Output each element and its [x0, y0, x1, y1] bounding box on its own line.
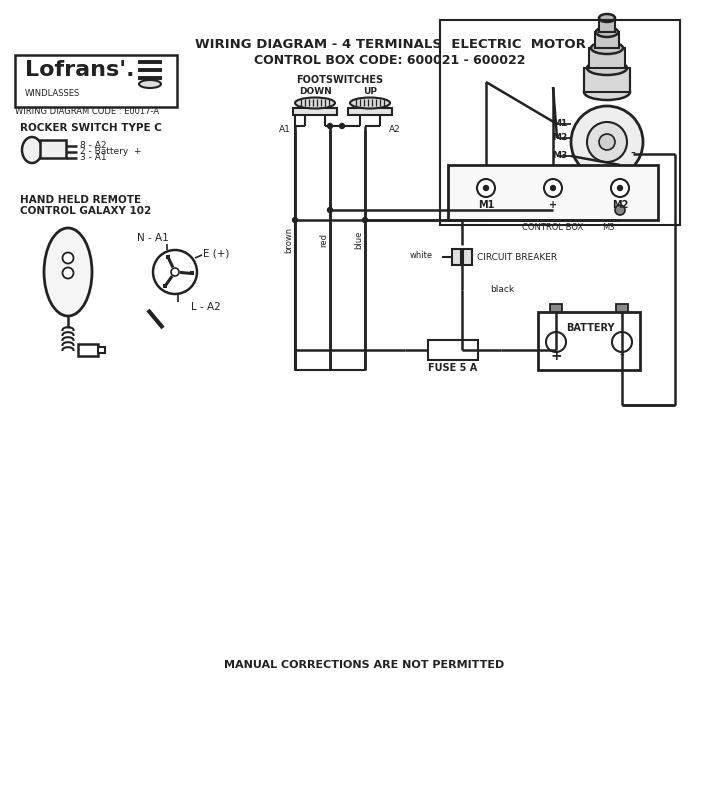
Bar	[293, 108, 337, 115]
Bar	[550, 304, 562, 312]
Circle shape	[617, 186, 622, 190]
Circle shape	[339, 123, 344, 129]
Bar	[463, 249, 472, 265]
Text: M3: M3	[601, 223, 614, 233]
Text: 2 - Battery  +: 2 - Battery +	[80, 147, 141, 157]
Circle shape	[363, 218, 368, 222]
Bar	[78, 344, 98, 356]
Bar	[15, 55, 177, 107]
Circle shape	[293, 218, 298, 222]
Bar	[599, 18, 615, 32]
Ellipse shape	[584, 84, 630, 100]
Text: E (+): E (+)	[203, 249, 229, 259]
Text: -: -	[620, 349, 625, 363]
Circle shape	[153, 250, 197, 294]
Text: brown: brown	[285, 227, 293, 253]
Text: WIRING DIAGRAM - 4 TERMINALS  ELECTRIC  MOTOR: WIRING DIAGRAM - 4 TERMINALS ELECTRIC MO…	[194, 38, 585, 51]
Ellipse shape	[295, 98, 335, 109]
Text: A1: A1	[279, 126, 291, 134]
Text: WINDLASSES: WINDLASSES	[25, 89, 80, 98]
Circle shape	[63, 253, 74, 263]
Circle shape	[550, 186, 555, 190]
Text: ROCKER SWITCH TYPE C: ROCKER SWITCH TYPE C	[20, 123, 162, 133]
Circle shape	[611, 179, 629, 197]
Text: HAND HELD REMOTE: HAND HELD REMOTE	[20, 195, 141, 205]
Text: UP: UP	[363, 87, 377, 97]
Text: 3 - A1: 3 - A1	[80, 154, 106, 162]
Text: M2: M2	[612, 200, 628, 210]
Text: WIRING DIAGRAM CODE : E0017-A: WIRING DIAGRAM CODE : E0017-A	[15, 107, 159, 117]
Circle shape	[171, 268, 179, 276]
Circle shape	[612, 332, 632, 352]
Bar	[584, 68, 630, 92]
Text: CONTROL BOX CODE: 600021 - 600022: CONTROL BOX CODE: 600021 - 600022	[254, 54, 526, 66]
Ellipse shape	[591, 42, 623, 54]
Bar	[616, 304, 628, 312]
Bar	[595, 32, 619, 48]
Bar	[190, 271, 194, 275]
Text: DOWN: DOWN	[298, 87, 331, 97]
Bar	[589, 48, 625, 68]
Circle shape	[483, 186, 488, 190]
Ellipse shape	[350, 98, 390, 109]
Circle shape	[477, 179, 495, 197]
Ellipse shape	[596, 27, 618, 37]
Circle shape	[571, 106, 643, 178]
Bar	[428, 340, 478, 360]
Text: +: +	[550, 349, 562, 363]
Bar	[452, 249, 461, 265]
Ellipse shape	[139, 80, 161, 88]
Circle shape	[615, 205, 625, 215]
Text: N - A1: N - A1	[137, 233, 169, 243]
Text: blue: blue	[355, 231, 363, 249]
Text: white: white	[410, 250, 433, 259]
Text: Lofrans'.: Lofrans'.	[25, 60, 135, 80]
Text: M3: M3	[552, 151, 567, 161]
Text: +: +	[549, 200, 557, 210]
Bar	[538, 312, 640, 370]
Text: red: red	[320, 233, 328, 247]
Ellipse shape	[587, 61, 627, 75]
Text: 8 - A2: 8 - A2	[80, 142, 106, 150]
Circle shape	[599, 134, 615, 150]
Ellipse shape	[44, 228, 92, 316]
Ellipse shape	[22, 137, 42, 163]
Circle shape	[587, 122, 627, 162]
Bar	[98, 347, 105, 353]
Bar	[166, 254, 170, 258]
Text: BATTERY: BATTERY	[566, 323, 614, 333]
Text: FUSE 5 A: FUSE 5 A	[428, 363, 478, 373]
Text: FOOTSWITCHES: FOOTSWITCHES	[296, 75, 384, 85]
Bar	[40, 140, 66, 158]
Text: CIRCUIT BREAKER: CIRCUIT BREAKER	[477, 253, 557, 262]
Text: CONTROL BOX: CONTROL BOX	[523, 223, 584, 233]
Text: black: black	[490, 286, 514, 294]
Bar	[163, 284, 167, 288]
Circle shape	[328, 123, 333, 129]
Circle shape	[328, 207, 333, 213]
Text: M2: M2	[552, 134, 567, 142]
Bar	[440, 20, 680, 225]
Text: -: -	[630, 147, 636, 161]
Text: MANUAL CORRECTIONS ARE NOT PERMITTED: MANUAL CORRECTIONS ARE NOT PERMITTED	[224, 660, 504, 670]
Circle shape	[63, 267, 74, 278]
Circle shape	[546, 332, 566, 352]
Ellipse shape	[599, 14, 615, 22]
Text: A2: A2	[389, 126, 401, 134]
Text: M1: M1	[478, 200, 494, 210]
Bar	[348, 108, 392, 115]
Bar	[448, 165, 658, 220]
Circle shape	[544, 179, 562, 197]
Text: M1: M1	[552, 119, 567, 129]
Text: L - A2: L - A2	[191, 302, 221, 312]
Text: CONTROL GALAXY 102: CONTROL GALAXY 102	[20, 206, 151, 216]
